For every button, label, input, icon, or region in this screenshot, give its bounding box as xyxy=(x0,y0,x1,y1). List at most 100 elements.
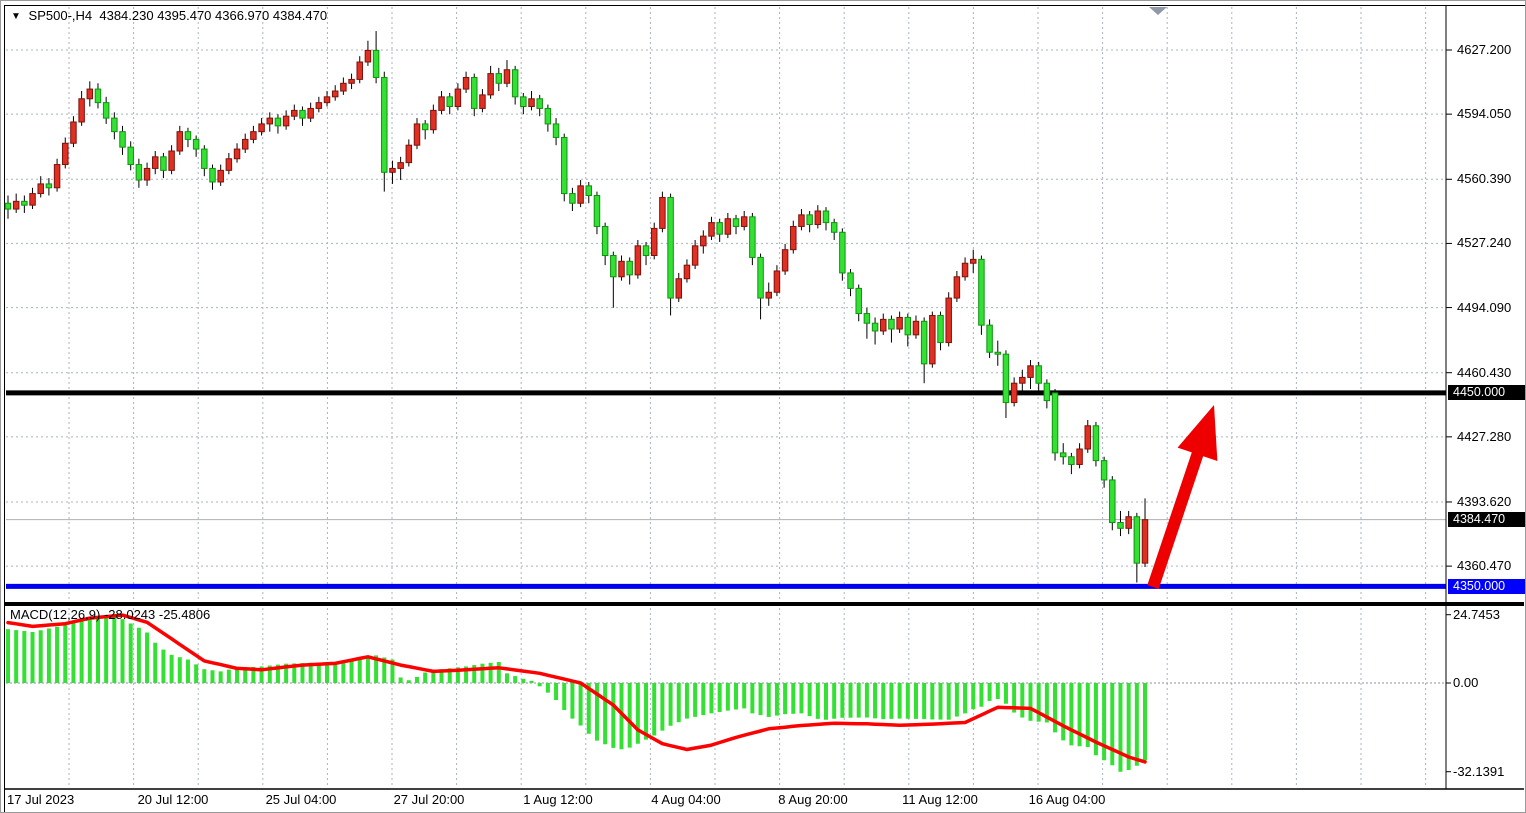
candle-body xyxy=(871,322,879,332)
candle-body xyxy=(700,235,707,247)
candle-body xyxy=(331,90,339,98)
candle-body xyxy=(1035,365,1042,384)
price-axis-label: 4460.430 xyxy=(1457,364,1512,380)
candle-body xyxy=(356,61,363,80)
candle-body xyxy=(1010,382,1018,404)
candle-body xyxy=(593,195,601,227)
candle-body xyxy=(814,210,822,226)
trend-arrow-shaft[interactable] xyxy=(1147,439,1208,589)
candle-body xyxy=(1100,460,1108,481)
candle-body xyxy=(544,107,552,125)
candle-body xyxy=(920,320,928,365)
trend-arrow-head[interactable] xyxy=(1177,405,1218,461)
candle-body xyxy=(601,225,609,256)
candle-body xyxy=(127,146,134,166)
candle-body xyxy=(151,156,159,169)
candle-body xyxy=(822,210,830,224)
candle-body xyxy=(969,258,977,264)
chart-frame xyxy=(4,5,1525,812)
candle-body xyxy=(37,183,44,195)
candle-body xyxy=(1043,382,1051,402)
panel-separator[interactable] xyxy=(5,602,1524,606)
candle-body xyxy=(953,276,961,299)
time-axis-label: 17 Jul 2023 xyxy=(7,792,75,807)
candle-body xyxy=(830,222,838,233)
candle-body xyxy=(773,270,781,293)
candle-body xyxy=(209,167,216,183)
candle-body xyxy=(536,98,543,109)
candle-body xyxy=(765,291,772,299)
candle-body xyxy=(299,109,306,119)
candle-body xyxy=(315,102,323,109)
candle-body xyxy=(503,69,511,84)
candle-body xyxy=(1125,516,1132,529)
candle-body xyxy=(986,324,993,353)
time-axis-label: 27 Jul 20:00 xyxy=(393,792,465,807)
candle-body xyxy=(659,196,666,229)
candle-body xyxy=(282,115,290,127)
candle-body xyxy=(168,150,175,171)
candle-body xyxy=(1076,448,1083,465)
candle-body xyxy=(1002,353,1010,404)
candle-body xyxy=(626,260,633,276)
candle-body xyxy=(880,318,887,332)
candle-body xyxy=(847,272,854,289)
time-axis-label: 16 Aug 04:00 xyxy=(1028,792,1106,807)
candle-body xyxy=(1051,392,1059,454)
macd-name: MACD(12,26,9) xyxy=(10,607,101,622)
candle-body xyxy=(1027,365,1034,378)
candle-body xyxy=(487,73,494,96)
candle-body xyxy=(806,214,813,226)
candle-body xyxy=(397,162,404,169)
chart-shift-marker-icon[interactable] xyxy=(1149,7,1167,15)
candle-body xyxy=(511,69,519,98)
candle-body xyxy=(716,222,723,235)
candle-body xyxy=(78,98,85,123)
candle-body xyxy=(961,262,969,278)
candle-body xyxy=(266,117,274,125)
candle-body xyxy=(634,245,642,276)
candle-body xyxy=(978,258,985,326)
time-axis-label: 8 Aug 20:00 xyxy=(778,792,848,807)
candle-body xyxy=(552,123,560,138)
candle-body xyxy=(413,123,421,146)
chart-symbol-timeframe: SP500-,H4 xyxy=(28,8,93,23)
price-axis-label: 4627.200 xyxy=(1457,42,1512,57)
candle-body xyxy=(135,164,143,181)
candle-body xyxy=(1133,516,1141,564)
candle-body xyxy=(372,49,380,78)
candle-body xyxy=(642,245,650,256)
candle-body xyxy=(1141,519,1149,564)
candle-body xyxy=(160,156,167,171)
macd-signal-line xyxy=(6,613,1147,764)
candle-body xyxy=(70,121,77,144)
candle-body xyxy=(233,148,241,160)
symbol-dropdown-icon[interactable]: ▼ xyxy=(11,11,21,22)
macd-axis-label: 0.00 xyxy=(1453,675,1479,690)
candle-body xyxy=(4,202,12,210)
candle-body xyxy=(708,222,715,237)
price-axis-label: 4427.280 xyxy=(1457,428,1512,444)
candle-body xyxy=(839,231,846,274)
candle-body xyxy=(683,264,691,280)
candle-body xyxy=(192,138,200,150)
candle-body xyxy=(888,318,895,330)
candle-body xyxy=(790,225,797,251)
candle-body xyxy=(749,216,756,258)
macd-indicator-label: MACD(12,26,9) -28.0243 -25.4806 xyxy=(10,607,210,622)
chart-ohlc-values: 4384.230 4395.470 4366.970 4384.470 xyxy=(99,8,328,23)
candle-body xyxy=(757,256,764,299)
candle-body xyxy=(732,218,740,227)
candle-body xyxy=(225,158,233,171)
candle-body xyxy=(929,314,936,365)
candle-body xyxy=(381,76,388,173)
candle-body xyxy=(176,131,184,152)
time-axis-label: 1 Aug 12:00 xyxy=(523,792,593,807)
candle-body xyxy=(250,131,257,140)
candle-body xyxy=(340,82,347,92)
candle-body xyxy=(896,316,903,330)
price-axis-label: 4494.090 xyxy=(1457,299,1512,315)
candle-body xyxy=(1084,425,1092,450)
